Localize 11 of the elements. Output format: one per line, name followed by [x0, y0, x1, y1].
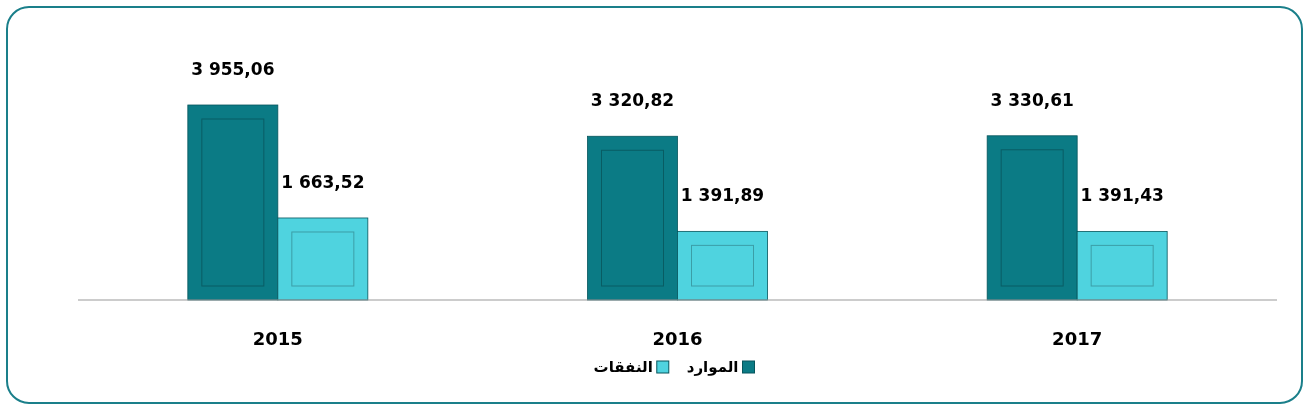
data-label: 1 391,89	[680, 185, 765, 206]
data-label: 3 330,61	[990, 89, 1074, 110]
data-label: 1 663,52	[281, 171, 365, 192]
x-tick-label: 2016	[652, 328, 703, 349]
x-tick-label: 2017	[1052, 328, 1103, 349]
data-label: 1 391,43	[1080, 185, 1164, 206]
data-label: 3 320,82	[590, 90, 675, 111]
x-tick-label: 2015	[252, 328, 303, 349]
data-label: 3 955,06	[191, 59, 275, 79]
legend-label: النفقات	[593, 358, 653, 376]
legend-label: الموارد	[686, 358, 739, 376]
